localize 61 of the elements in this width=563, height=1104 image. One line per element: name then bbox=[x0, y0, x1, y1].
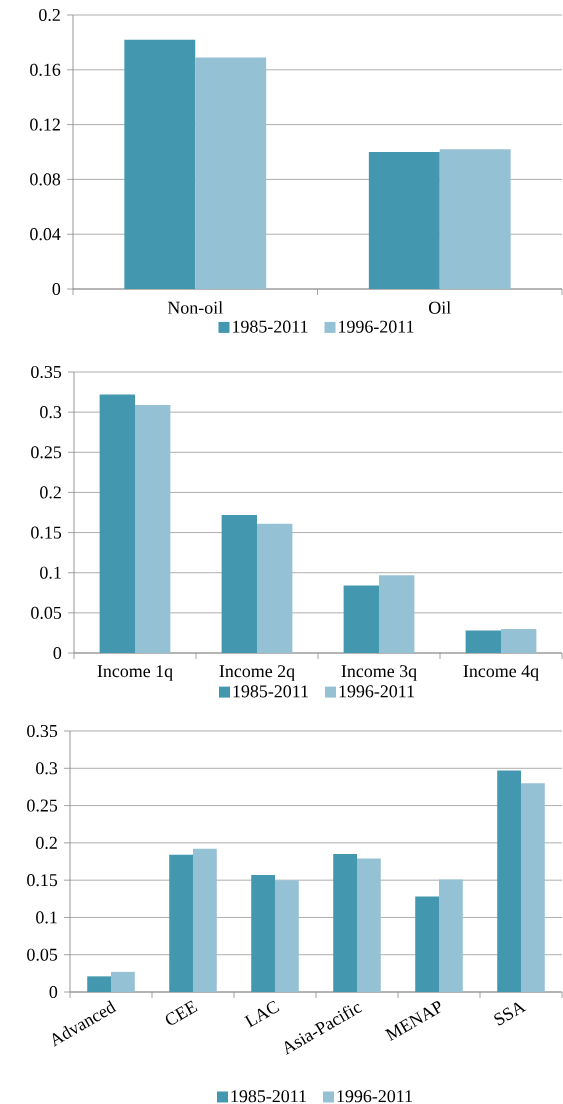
y-tick-label: 0 bbox=[49, 985, 58, 999]
y-tick-label: 0.1 bbox=[40, 566, 61, 579]
y-tick-label: 0.2 bbox=[40, 486, 61, 499]
bar bbox=[193, 848, 217, 993]
legend-label: 1996-2011 bbox=[339, 320, 414, 333]
y-tick-label: 0.3 bbox=[36, 762, 58, 775]
bar bbox=[379, 575, 415, 654]
y-tick-label: 0.05 bbox=[31, 606, 62, 619]
bar bbox=[343, 585, 379, 654]
bar bbox=[501, 628, 537, 654]
bar bbox=[368, 152, 440, 289]
y-tick-label: 0.3 bbox=[40, 406, 62, 419]
legend-label: 1996-2011 bbox=[337, 1090, 412, 1103]
bar bbox=[357, 858, 381, 993]
bar bbox=[251, 874, 275, 993]
bar bbox=[439, 879, 463, 993]
bar bbox=[497, 770, 521, 993]
bar bbox=[111, 971, 135, 993]
bar bbox=[135, 404, 171, 654]
legend-label: 1996-2011 bbox=[339, 685, 414, 698]
y-tick-label: 0.04 bbox=[30, 228, 61, 241]
y-tick-label: 0.1 bbox=[36, 911, 57, 924]
y-tick-label: 0 bbox=[52, 282, 61, 296]
x-tick-label: Oil bbox=[429, 301, 451, 314]
x-tick-label: Income 3q bbox=[341, 665, 417, 681]
bar bbox=[275, 880, 299, 993]
y-tick-label: 0.35 bbox=[31, 365, 62, 379]
x-tick-label: SSA bbox=[494, 1002, 527, 1026]
bar bbox=[124, 39, 196, 289]
x-tick-label: Income 2q bbox=[219, 665, 295, 681]
bar bbox=[195, 57, 267, 289]
y-tick-label: 0.35 bbox=[27, 724, 58, 738]
bar bbox=[169, 854, 193, 993]
y-tick-label: 0.15 bbox=[31, 526, 62, 539]
x-tick-label: CEE bbox=[165, 1000, 198, 1025]
x-tick-label: Income 4q bbox=[463, 665, 539, 681]
y-tick-label: 0.25 bbox=[31, 446, 62, 459]
legend-label: 1985-2011 bbox=[231, 1090, 306, 1103]
bar bbox=[521, 783, 545, 993]
bar bbox=[221, 514, 257, 654]
bar bbox=[333, 854, 357, 993]
bar bbox=[439, 149, 511, 289]
y-tick-label: 0.15 bbox=[27, 874, 58, 887]
bar bbox=[415, 896, 439, 993]
bar bbox=[99, 394, 135, 654]
x-tick-label: LAC bbox=[244, 1000, 280, 1028]
y-tick-label: 0.25 bbox=[27, 799, 58, 812]
bar bbox=[465, 630, 501, 654]
y-tick-label: 0.05 bbox=[27, 948, 58, 961]
x-tick-label: Income 1q bbox=[97, 665, 173, 681]
bar bbox=[87, 976, 111, 993]
y-tick-label: 0.2 bbox=[36, 836, 57, 849]
y-tick-label: 0 bbox=[53, 646, 62, 660]
y-tick-label: 0.16 bbox=[30, 63, 61, 76]
y-tick-label: 0.12 bbox=[30, 118, 60, 131]
legend-label: 1985-2011 bbox=[233, 320, 308, 333]
y-tick-label: 0.08 bbox=[30, 173, 61, 186]
legend-label: 1985-2011 bbox=[233, 685, 308, 698]
bar bbox=[257, 523, 293, 654]
x-tick-label: Non-oil bbox=[167, 301, 223, 314]
y-tick-label: 0.2 bbox=[39, 8, 60, 22]
